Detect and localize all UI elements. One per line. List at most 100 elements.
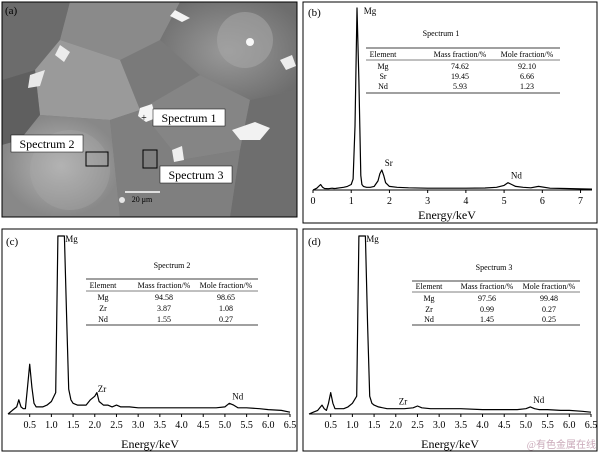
table-header-cell: Mole fraction/% [523,282,576,291]
table-cell: 5.93 [453,82,467,91]
x-tick-label: 0 [311,196,316,207]
panel-c: (c) 0.5 1.0 1.5 2.0 2.5 3.0 3.5 4.0 4.5 5.0 5.5 6.0… [1,228,298,452]
spectrum-3-callout: Spectrum 3 [159,165,233,184]
peak-label: Nd [511,171,522,181]
table-b: Spectrum 1 Element Mass fraction/% Mole … [366,29,560,94]
peak-label: Zr [399,397,408,407]
table-cell: 98.65 [217,293,235,302]
second-phase-particle [172,146,184,162]
x-tick-label: 4.5 [197,420,210,431]
table-b-title: Spectrum 1 [423,29,460,38]
panel-c-letter: (c) [6,236,19,248]
panel-b-frame [302,1,598,224]
table-cell: Nd [378,82,388,91]
x-tick-label: 5.0 [219,420,232,431]
table-cell: 92.10 [518,62,536,71]
table-cell: Nd [98,315,108,324]
x-tick-label: 4 [463,196,468,207]
table-cell: 1.45 [480,315,494,324]
table-header-cell: Element [90,281,117,290]
x-tick-label: 2.0 [89,420,102,431]
x-tick-label: 0.5 [324,420,337,431]
second-phase-particle [28,70,45,88]
table-c: Spectrum 2 Element Mass fraction/% Mole … [86,261,258,326]
peak-label: Nd [232,391,243,401]
table-cell: Mg [377,62,388,71]
plot-d: 0.5 1.0 1.5 2.0 2.5 3.0 3.5 4.0 4.5 5.0 5.5 6.0 6.5 M… [308,234,598,431]
spectrum-3-label-box [159,165,233,184]
panel-d-letter: (d) [308,236,321,248]
x-tick-label: 4.0 [175,420,188,431]
table-cell: 1.55 [157,315,171,324]
spectrum-2-callout: Spectrum 2 [10,134,84,153]
grain [110,110,240,217]
x-tick-label: 6 [540,196,545,207]
x-tick-label: 1.5 [67,420,80,431]
table-cell: 97.56 [478,294,496,303]
second-phase-particle [170,10,190,22]
table-cell: 3.87 [157,304,171,313]
second-phase-particle [138,104,156,122]
table-cell: 0.99 [480,305,494,314]
table-cell: Zr [425,305,433,314]
x-tick-label: 2.5 [110,420,123,431]
micrograph-frame [1,1,298,218]
spectrum-1-label-box [152,108,226,127]
spectrum-line [312,7,593,191]
panel-b-xlabel: Energy/keV [418,208,476,222]
panel-b-letter: (b) [308,7,321,19]
x-tick-label: 6.5 [585,420,598,431]
x-tick-label: 5 [502,196,507,207]
x-tick-label: 2 [387,196,392,207]
x-tick-label: 4.0 [476,420,489,431]
x-tick-label: 6.5 [284,420,297,431]
panel-a: + Spectrum 1 Spectrum 2 Spectrum 3 20 μm… [1,1,298,218]
table-header-cell: Mole fraction/% [501,50,554,59]
second-phase-particle [55,45,70,62]
x-tick-label: 1.0 [45,420,58,431]
second-phase-particle [119,197,125,203]
table-cell: 1.08 [219,304,233,313]
panel-c-frame [1,228,298,452]
spectrum-2-area [85,151,109,167]
grain [230,90,297,217]
x-tick-label: 5.5 [240,420,253,431]
spectrum-3-area [142,149,158,169]
table-cell: Mg [97,293,108,302]
x-tick-label: 3.0 [433,420,446,431]
grain [35,40,140,120]
table-header-cell: Mass fraction/% [461,282,514,291]
scale-bar-label: 20 μm [132,195,153,204]
peak-label: Zr [98,384,107,394]
x-tick-label: 4.5 [498,420,511,431]
sem-micrograph: + Spectrum 1 Spectrum 2 Spectrum 3 20 μm [2,2,297,217]
table-c-title: Spectrum 2 [154,261,191,270]
table-cell: Sr [379,72,386,81]
table-d: Spectrum 3 Element Mass fraction/% Mole … [412,263,580,326]
table-cell: Nd [424,315,434,324]
table-cell: 0.25 [542,315,556,324]
table-cell: Zr [99,304,107,313]
table-header-cell: Element [416,282,443,291]
grain [2,2,70,80]
x-tick-label: 3.0 [132,420,145,431]
x-tick-label: 5.0 [520,420,533,431]
table-header-cell: Mole fraction/% [200,281,253,290]
x-tick-label: 6.0 [262,420,275,431]
grain [60,2,180,60]
spectrum-2-label-box [10,134,84,153]
table-cell: 0.27 [219,315,233,324]
peak-label: Mg [65,234,78,244]
x-tick-label: 1.0 [346,420,359,431]
peak-label: Nd [533,395,544,405]
table-cell: 0.27 [542,305,556,314]
table-cell: 74.62 [451,62,469,71]
spectrum-1-marker: + [141,113,147,124]
peak-label: Mg [366,234,379,244]
watermark: @有色金属在线 [527,438,596,451]
spectrum-2-label: Spectrum 2 [20,137,75,151]
grain [2,70,40,145]
